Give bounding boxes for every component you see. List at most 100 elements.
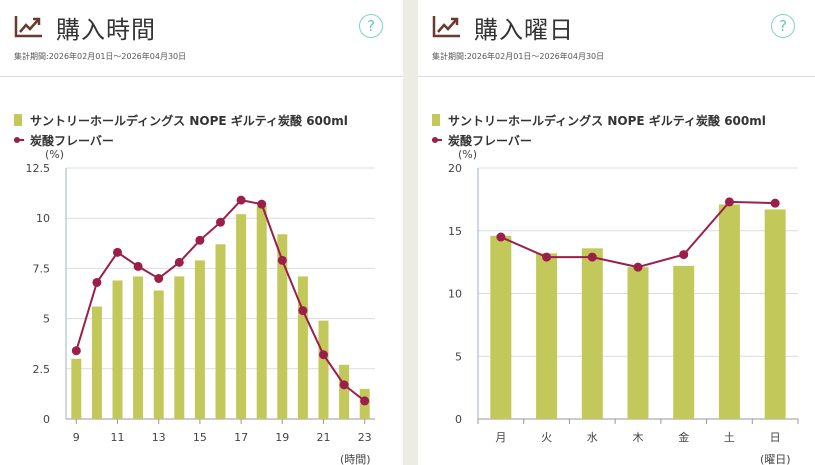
line-point[interactable] — [298, 306, 308, 316]
line-point[interactable] — [174, 257, 184, 267]
bar[interactable] — [764, 209, 786, 419]
bar[interactable] — [318, 320, 329, 419]
x-unit-label: (曜日) — [760, 453, 791, 465]
y-tick-label: 15 — [448, 225, 462, 238]
line-point[interactable] — [277, 255, 287, 265]
legend-bar-swatch — [14, 114, 22, 126]
bar[interactable] — [71, 358, 82, 419]
question-circle-icon[interactable]: ? — [359, 14, 383, 38]
line-point[interactable] — [257, 199, 267, 209]
x-tick-label: 15 — [193, 431, 207, 444]
line-point[interactable] — [542, 252, 552, 262]
bar[interactable] — [174, 276, 185, 419]
bar[interactable] — [112, 280, 123, 419]
x-tick-label: 23 — [358, 431, 372, 444]
line-point[interactable] — [133, 261, 143, 271]
aggregation-period: 集計期間:2026年02月01日～2026年04月30日 — [14, 52, 187, 61]
purchase-weekday-panel: 購入曜日 ? 集計期間:2026年02月01日～2026年04月30日 サントリ… — [418, 0, 815, 465]
y-tick-label: 0 — [43, 413, 50, 426]
line-point[interactable] — [724, 197, 734, 207]
panel-title: 購入曜日 — [474, 16, 574, 44]
y-tick-label: 5 — [43, 313, 50, 326]
line-point[interactable] — [770, 198, 780, 208]
line-point[interactable] — [360, 396, 370, 406]
legend-line-label: 炭酸フレーバー — [448, 133, 532, 148]
bar[interactable] — [215, 244, 226, 419]
bar[interactable] — [490, 235, 512, 419]
x-tick-label: 月 — [495, 431, 506, 444]
purchase-weekday-chart: (%) (曜日) 0 5 10 15 20 月 火 水 木 金 土 日 — [448, 148, 799, 465]
trend-chart-icon — [14, 16, 42, 38]
line-point[interactable] — [92, 277, 102, 287]
bar[interactable] — [297, 276, 308, 419]
bar[interactable] — [194, 260, 205, 419]
y-tick-label: 0 — [455, 413, 462, 426]
panel-title: 購入時間 — [56, 16, 156, 44]
x-tick-label: 金 — [678, 430, 689, 444]
y-unit-label: (%) — [45, 148, 64, 161]
aggregation-period: 集計期間:2026年02月01日～2026年04月30日 — [432, 52, 605, 61]
purchase-time-chart: (%) (時間) 0 2.5 5 7.5 10 12.5 9 11 13 15 17 19 21 23 — [26, 148, 375, 465]
x-unit-label: (時間) — [340, 453, 371, 465]
bar[interactable] — [581, 248, 603, 419]
bar[interactable] — [256, 206, 267, 419]
legend-item-line[interactable]: 炭酸フレーバー — [432, 130, 766, 150]
line-point[interactable] — [71, 346, 81, 356]
line-point[interactable] — [339, 380, 349, 390]
bar[interactable] — [133, 276, 144, 419]
bar[interactable] — [718, 204, 740, 419]
trend-chart-icon — [432, 16, 460, 38]
legend-item-line[interactable]: 炭酸フレーバー — [14, 130, 348, 150]
legend-item-bar[interactable]: サントリーホールディングス NOPE ギルティ炭酸 600ml — [14, 110, 348, 130]
y-unit-label: (%) — [458, 148, 477, 161]
legend-line-swatch — [14, 137, 24, 143]
chart-legend: サントリーホールディングス NOPE ギルティ炭酸 600ml 炭酸フレーバー — [432, 110, 766, 150]
line-point[interactable] — [587, 252, 597, 262]
line-point[interactable] — [195, 235, 205, 245]
bar[interactable] — [627, 267, 649, 419]
line-point[interactable] — [236, 195, 246, 205]
line-point[interactable] — [154, 273, 164, 283]
line-point[interactable] — [216, 217, 225, 227]
divider — [0, 76, 403, 77]
x-tick-label: 11 — [111, 431, 125, 444]
bar[interactable] — [339, 364, 350, 419]
x-tick-label: 9 — [73, 431, 80, 444]
x-tick-label: 21 — [317, 431, 331, 444]
y-tick-label: 20 — [448, 162, 462, 175]
y-tick-label: 10 — [36, 212, 50, 225]
x-tick-label: 水 — [587, 431, 598, 444]
divider — [418, 76, 815, 77]
bar[interactable] — [673, 265, 695, 419]
line-point[interactable] — [496, 232, 506, 242]
legend-line-swatch — [432, 137, 442, 143]
legend-bar-label: サントリーホールディングス NOPE ギルティ炭酸 600ml — [30, 113, 348, 128]
legend-bar-swatch — [432, 114, 440, 126]
x-tick-label: 17 — [234, 431, 248, 444]
x-tick-label: 火 — [541, 431, 552, 444]
question-circle-icon[interactable]: ? — [771, 14, 795, 38]
bar[interactable] — [91, 306, 102, 419]
y-tick-label: 7.5 — [33, 262, 51, 275]
bar[interactable] — [153, 290, 164, 419]
x-tick-label: 土 — [724, 431, 735, 444]
x-tick-label: 19 — [275, 431, 289, 444]
x-tick-label: 日 — [770, 431, 781, 444]
line-point[interactable] — [679, 250, 689, 260]
line-point[interactable] — [113, 247, 122, 257]
legend-item-bar[interactable]: サントリーホールディングス NOPE ギルティ炭酸 600ml — [432, 110, 766, 130]
y-tick-label: 2.5 — [33, 363, 51, 376]
purchase-time-panel: 購入時間 ? 集計期間:2026年02月01日～2026年04月30日 サントリ… — [0, 0, 403, 465]
legend-bar-label: サントリーホールディングス NOPE ギルティ炭酸 600ml — [448, 113, 766, 128]
line-point[interactable] — [319, 350, 328, 360]
line-point[interactable] — [633, 262, 643, 272]
bar[interactable] — [536, 253, 558, 419]
bar[interactable] — [236, 214, 247, 419]
x-tick-label: 13 — [152, 431, 166, 444]
y-tick-label: 12.5 — [26, 162, 51, 175]
y-tick-label: 5 — [455, 350, 462, 363]
y-tick-label: 10 — [448, 288, 462, 301]
legend-line-label: 炭酸フレーバー — [30, 133, 114, 148]
bar[interactable] — [277, 234, 288, 419]
x-tick-label: 木 — [633, 431, 644, 444]
